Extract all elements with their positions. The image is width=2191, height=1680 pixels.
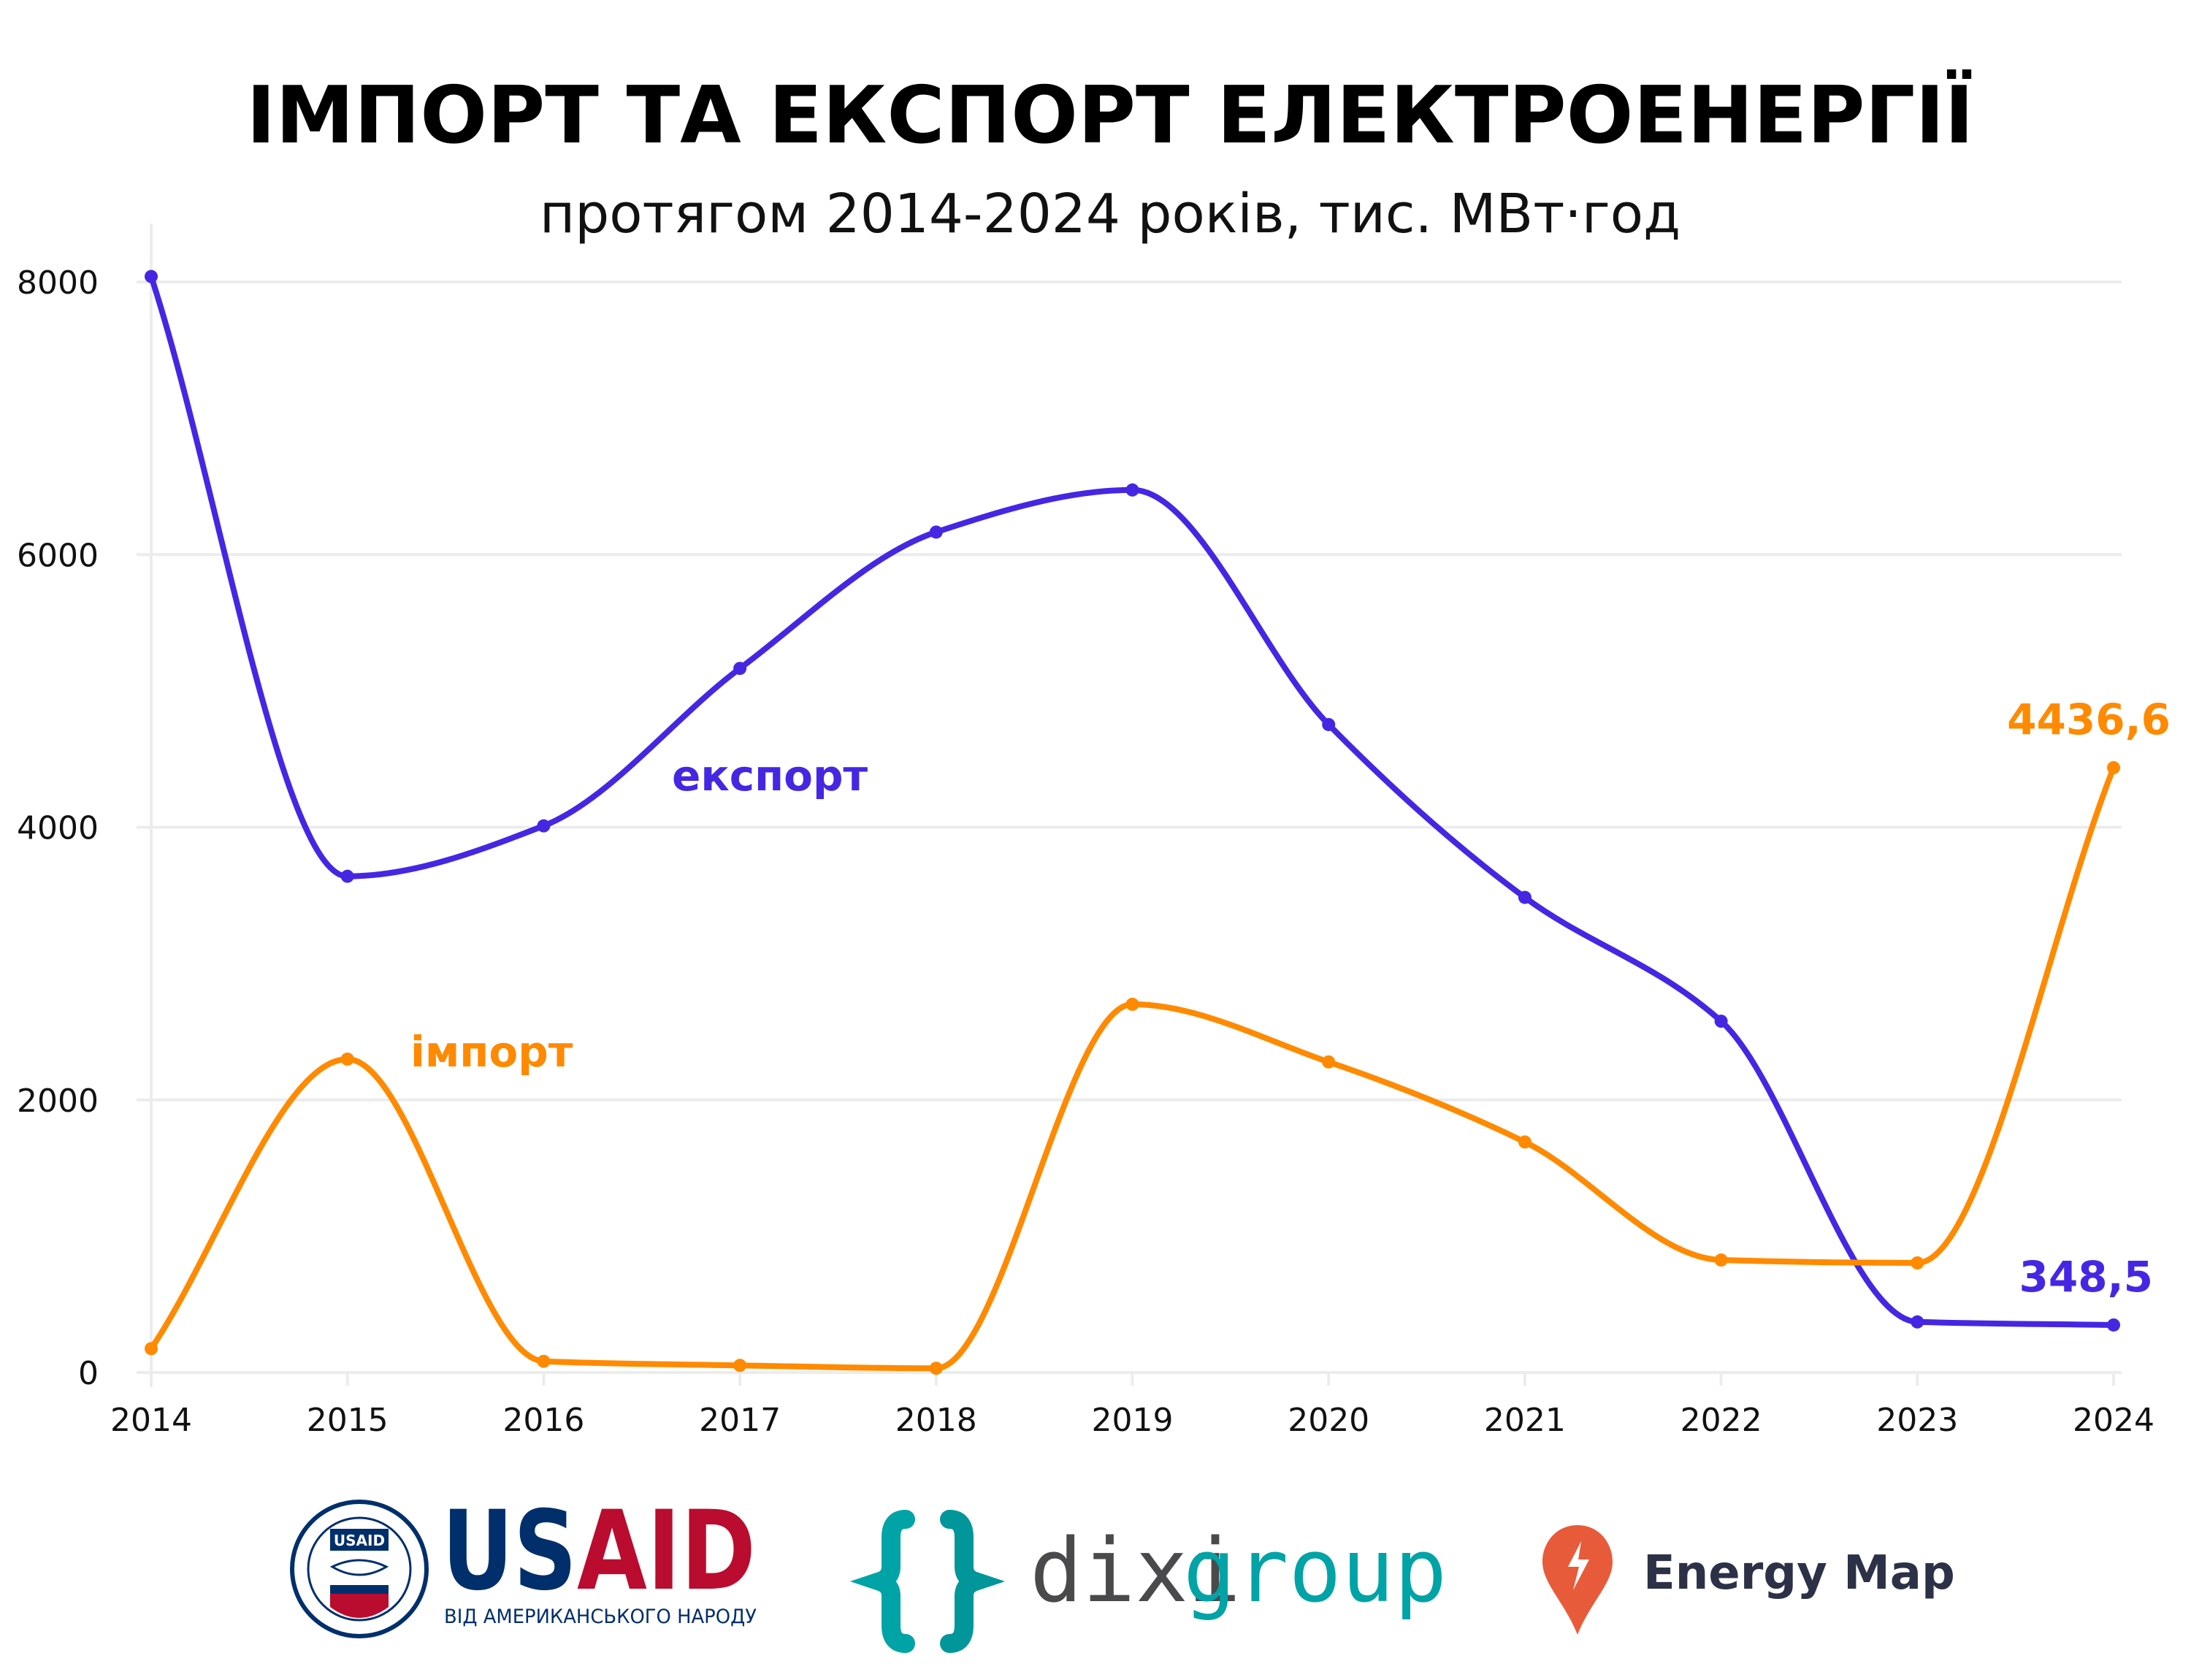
x-tick-label: 2016 [502,1402,584,1439]
axes: 0 2000 4000 6000 8000 2014 2015 2016 2017 2018 201… [17,264,2154,1439]
data-point [1714,1015,1728,1028]
data-point [1322,717,1336,731]
usaid-logo: USAID US AID ВІД АМЕРИКАНСЬКОГО НАРОДУ [290,1488,757,1638]
y-tick-label: 0 [78,1355,99,1392]
data-point [2107,1318,2120,1332]
dixigroup-logo: dixi group [849,1510,1447,1653]
svg-text:AID: AID [577,1488,756,1615]
energy-map-text: Energy Map [1643,1546,1955,1600]
energy-map-logo: Energy Map [1542,1525,1955,1635]
y-tick-label: 8000 [17,264,99,302]
x-tick-label: 2021 [1484,1402,1566,1439]
dixi-text: dixi [1030,1521,1241,1622]
group-text: group [1183,1521,1447,1622]
data-point [733,1359,747,1372]
x-tick-label: 2020 [1288,1402,1369,1439]
data-point [2107,761,2120,775]
y-tick-label: 6000 [17,537,99,574]
x-tick-label: 2015 [307,1402,389,1439]
usaid-seal-text: USAID [334,1532,385,1549]
data-point [929,525,943,539]
data-point [1125,997,1139,1011]
x-tick-label: 2023 [1876,1402,1958,1439]
series-lines [145,270,2120,1375]
data-point [537,1354,551,1368]
data-point [1518,890,1532,904]
series-label-import: імпорт [410,1027,573,1077]
data-point [733,662,747,676]
data-point [1911,1256,1924,1269]
data-point [1911,1315,1924,1329]
y-tick-label: 4000 [17,810,99,847]
data-point [1322,1055,1336,1069]
x-tick-label: 2022 [1680,1402,1762,1439]
series-line-export [148,275,2114,1328]
grid [137,224,2122,1387]
data-point [929,1362,943,1375]
data-point [145,1342,158,1356]
y-tick-label: 2000 [17,1083,99,1120]
chart-subtitle: протягом 2014-2024 років, тис. МВт·год [540,183,1680,245]
data-point [1125,483,1139,497]
data-point [340,869,354,883]
end-label-import: 4436,6 [2007,695,2171,744]
end-label-export: 348,5 [2019,1252,2153,1302]
x-tick-label: 2024 [2073,1402,2154,1439]
x-tick-label: 2014 [110,1402,192,1439]
x-tick-label: 2018 [895,1402,977,1439]
data-point [1518,1135,1532,1149]
chart-title: ІМПОРТ ТА ЕКСПОРТ ЕЛЕКТРОЕНЕРГІЇ [246,69,1974,161]
data-point [537,819,551,833]
series-line-import [148,766,2117,1372]
data-point [1714,1253,1728,1267]
lightning-icon [1568,1541,1589,1590]
x-tick-label: 2019 [1092,1402,1174,1439]
data-point [145,270,158,283]
usaid-tagline: ВІД АМЕРИКАНСЬКОГО НАРОДУ [444,1605,757,1628]
data-point [340,1052,354,1066]
x-tick-label: 2017 [699,1402,781,1439]
series-label-export: експорт [672,751,868,801]
svg-text:US: US [442,1488,577,1615]
